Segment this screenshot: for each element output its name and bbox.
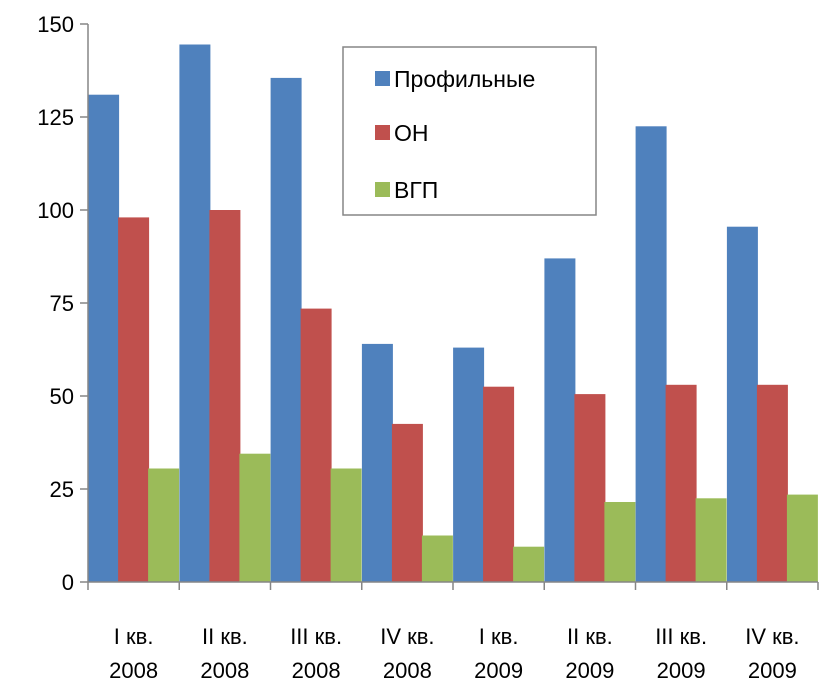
bar-profile-3 [270,77,302,583]
bar-profile-1 [88,94,120,582]
x-category-label: II кв. 2009 [565,624,614,683]
bar-on-6 [574,394,606,582]
bar-vgp-5 [513,546,545,582]
bar-on-4 [391,423,423,582]
bar-on-7 [665,384,697,582]
bar-profile-6 [544,258,576,582]
y-tick-label: 25 [50,477,74,502]
y-tick-label: 50 [50,384,74,409]
bar-vgp-3 [330,468,362,582]
y-tick-label: 125 [37,105,74,130]
x-category-label: II кв. 2008 [200,624,249,683]
legend-label-vgp: ВГП [394,177,438,203]
y-tick-label: 100 [37,198,74,223]
bar-on-8 [756,384,788,582]
y-tick-label: 0 [62,570,74,595]
y-tick-label: 150 [37,12,74,37]
x-category-label: III кв. 2009 [655,624,707,683]
labels-layer: 0 25 50 75 100 125 150 I кв. 2008 II кв. 2008 III к… [37,12,799,683]
x-category-label: III кв. 2008 [290,624,342,683]
legend-label-profile: Профильные [394,66,535,92]
bar-profile-8 [726,226,758,582]
axes-layer [80,23,819,590]
legend-swatch-vgp [375,182,390,197]
bar-vgp-8 [786,494,818,582]
bars-layer [88,44,818,583]
legend-swatch-profile [375,71,390,86]
legend: Профильные ОН ВГП [342,46,597,216]
bar-vgp-1 [148,468,180,582]
bar-on-1 [118,217,150,582]
bar-profile-5 [453,347,485,582]
bar-vgp-4 [421,535,453,582]
bar-on-3 [300,308,332,582]
x-category-label: IV кв. 2008 [380,624,434,683]
bar-profile-7 [635,126,667,583]
x-category-label: IV кв. 2009 [745,624,799,683]
bar-on-2 [209,210,241,582]
y-tick-label: 75 [50,291,74,316]
bar-vgp-6 [604,502,636,582]
bar-vgp-7 [695,498,727,582]
bar-vgp-2 [239,453,271,582]
bar-profile-4 [361,343,393,582]
legend-label-on: ОН [394,120,429,146]
bar-profile-2 [179,44,211,582]
legend-swatch-on [375,125,390,140]
x-category-label: I кв. 2008 [109,624,158,683]
x-category-label: I кв. 2009 [474,624,523,683]
bar-on-5 [483,386,515,582]
